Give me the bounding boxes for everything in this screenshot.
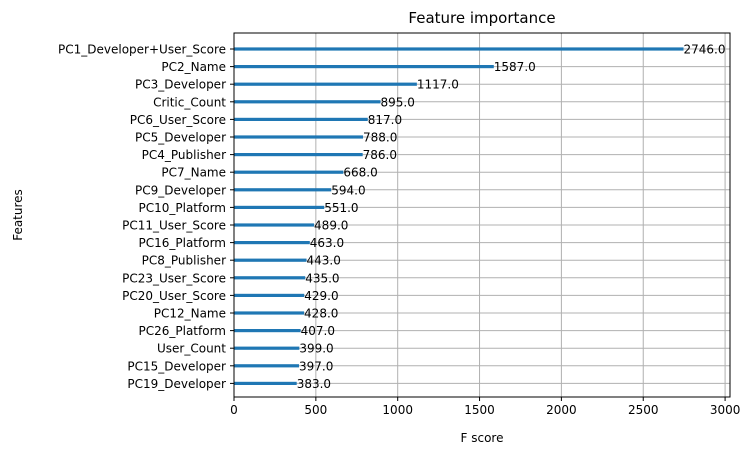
bar (234, 364, 299, 368)
y-tick-label: PC7_Name (161, 166, 226, 180)
y-tick-label: PC12_Name (154, 307, 226, 321)
bar (234, 47, 684, 51)
x-tick-label: 500 (304, 403, 327, 417)
y-axis-label: Features (11, 189, 25, 241)
bar-value-label: 383.0 (297, 377, 331, 391)
bar-value-label: 463.0 (310, 236, 344, 250)
bar (234, 311, 305, 315)
bar-value-label: 435.0 (305, 271, 339, 285)
y-tick-label: PC23_User_Score (122, 271, 226, 285)
bar (234, 276, 306, 280)
bar (234, 82, 417, 86)
y-tick-label: PC4_Publisher (142, 148, 226, 162)
y-tick-label: PC26_Platform (139, 324, 227, 338)
bar (234, 258, 307, 262)
bar (234, 65, 494, 69)
y-tick-label: PC5_Developer (135, 131, 226, 145)
x-tick-label: 0 (230, 403, 238, 417)
bar-value-label: 399.0 (299, 342, 333, 356)
bar (234, 153, 363, 157)
bar (234, 381, 297, 385)
y-tick-label: User_Count (157, 342, 226, 356)
x-tick-label: 1000 (382, 403, 413, 417)
bar (234, 329, 301, 333)
bar-value-label: 668.0 (343, 166, 377, 180)
y-tick-label: PC15_Developer (127, 359, 226, 373)
bar-value-label: 407.0 (301, 324, 335, 338)
y-tick-label: PC19_Developer (127, 377, 226, 391)
bars-layer (234, 47, 684, 385)
bar-value-label: 817.0 (368, 113, 402, 127)
y-tick-label: PC3_Developer (135, 78, 226, 92)
y-tick-label: PC20_User_Score (122, 289, 226, 303)
x-tick-label: 2000 (546, 403, 577, 417)
bar-value-label: 1117.0 (417, 78, 459, 92)
bar (234, 117, 368, 121)
y-tick-label: PC2_Name (161, 60, 226, 74)
y-tick-label: PC10_Platform (139, 201, 227, 215)
x-tick-label: 1500 (464, 403, 495, 417)
chart-title: Feature importance (408, 9, 555, 27)
x-tick-label: 3000 (710, 403, 741, 417)
bar-value-label: 428.0 (304, 307, 338, 321)
y-tick-label: PC9_Developer (135, 183, 226, 197)
ticks-layer: 0 500 1000 1500 2000 2500 3000 (230, 48, 741, 417)
bar (234, 100, 381, 104)
y-tick-label: PC1_Developer+User_Score (58, 43, 226, 57)
bar (234, 293, 305, 297)
bar (234, 241, 310, 245)
bar-value-label: 429.0 (304, 289, 338, 303)
bar (234, 346, 300, 350)
bar-value-label: 551.0 (324, 201, 358, 215)
bar-value-label: 443.0 (307, 254, 341, 268)
bar (234, 223, 315, 227)
bar-value-label: 1587.0 (494, 60, 536, 74)
labels-layer: PC1_Developer+User_Score 2746.0 PC2_Name 15… (58, 43, 725, 391)
y-tick-label: PC11_User_Score (122, 219, 226, 233)
bar-value-label: 397.0 (299, 359, 333, 373)
bar (234, 188, 332, 192)
y-tick-label: PC16_Platform (139, 236, 227, 250)
bar (234, 135, 363, 139)
bar-value-label: 594.0 (331, 183, 365, 197)
bar-value-label: 788.0 (363, 131, 397, 145)
plot-frame (233, 32, 731, 398)
y-tick-label: PC8_Publisher (142, 254, 226, 268)
y-tick-label: Critic_Count (153, 95, 226, 109)
x-tick-label: 2500 (628, 403, 659, 417)
bar (234, 205, 325, 209)
y-tick-label: PC6_User_Score (130, 113, 226, 127)
x-axis-label: F score (461, 431, 504, 445)
bar (234, 170, 344, 174)
bar-value-label: 895.0 (381, 95, 415, 109)
bar-value-label: 2746.0 (684, 43, 726, 57)
bar-value-label: 489.0 (314, 219, 348, 233)
bar-value-label: 786.0 (363, 148, 397, 162)
